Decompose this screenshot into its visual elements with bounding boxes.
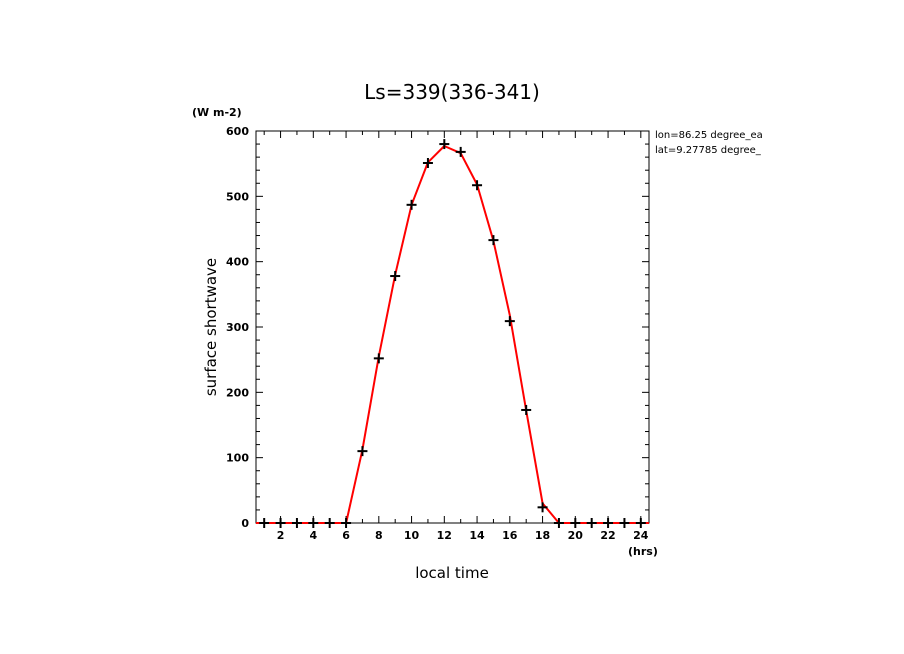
data-point-marker (455, 146, 466, 157)
data-point-marker (603, 518, 614, 528)
data-point-marker (390, 271, 401, 282)
data-point-marker (570, 518, 581, 528)
annotation-lon: lon=86.25 degree_ea (655, 130, 763, 141)
y-tick-label: 200 (226, 386, 249, 399)
x-tick-label: 14 (469, 529, 485, 542)
x-tick-label: 16 (502, 529, 518, 542)
x-tick-label: 10 (404, 529, 420, 542)
x-tick-label: 8 (375, 529, 383, 542)
axis-ticks (256, 130, 649, 524)
data-point-marker (488, 235, 499, 246)
y-tick-label: 300 (226, 321, 249, 334)
y-unit-label: (W m-2) (192, 106, 242, 119)
data-point-marker (504, 316, 515, 327)
x-tick-label: 2 (277, 529, 285, 542)
data-point-marker (341, 518, 352, 528)
x-tick-label: 20 (568, 529, 584, 542)
data-point-marker (291, 518, 302, 528)
data-point-marker (308, 518, 319, 528)
data-point-marker (619, 518, 630, 528)
x-tick-label: 12 (437, 529, 452, 542)
plot-frame (255, 130, 650, 524)
y-tick-label: 400 (226, 256, 249, 269)
chart-title: Ls=339(336-341) (364, 80, 540, 104)
data-point-marker (553, 518, 564, 528)
y-tick-label: 600 (226, 125, 249, 138)
data-point-marker (635, 518, 646, 528)
data-point-marker (373, 353, 384, 364)
data-point-marker (275, 518, 286, 528)
x-tick-label: 18 (535, 529, 550, 542)
x-tick-label: 24 (633, 529, 649, 542)
x-axis-label: local time (415, 564, 489, 582)
data-point-marker (422, 158, 433, 169)
y-tick-label: 100 (226, 452, 249, 465)
data-point-marker (259, 518, 270, 528)
data-point-marker (537, 502, 548, 513)
annotation-lat: lat=9.27785 degree_ (655, 145, 762, 156)
series-layer (256, 139, 649, 528)
data-point-marker (324, 518, 335, 528)
data-point-marker (521, 404, 532, 415)
x-tick-label: 6 (342, 529, 350, 542)
data-point-marker (472, 180, 483, 191)
x-unit-label: (hrs) (628, 545, 658, 558)
data-point-marker (406, 199, 417, 210)
y-axis-label: surface shortwave (202, 258, 220, 396)
data-point-marker (357, 446, 368, 457)
x-tick-label: 4 (309, 529, 317, 542)
x-tick-label: 22 (600, 529, 615, 542)
data-point-marker (586, 518, 597, 528)
y-tick-label: 0 (241, 517, 249, 530)
series-line-0 (256, 145, 649, 524)
data-point-marker (439, 139, 450, 150)
y-tick-label: 500 (226, 190, 249, 203)
